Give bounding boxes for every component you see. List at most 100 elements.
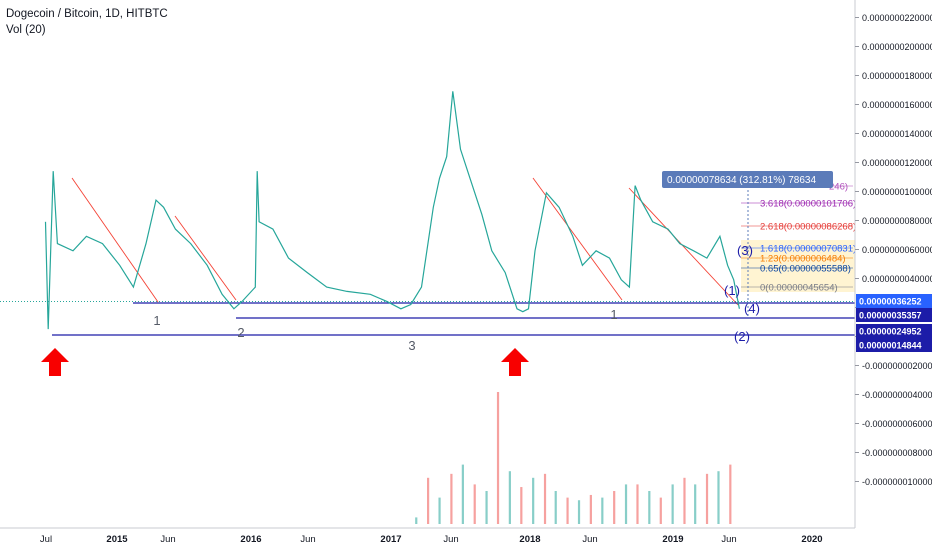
wave-label: 2	[237, 325, 244, 340]
y-tick-label: 0.0000000040000	[862, 274, 932, 284]
wave-label: 1	[610, 307, 617, 322]
trend-line	[174, 215, 237, 301]
volume-bar	[705, 473, 709, 524]
fib-zone	[741, 240, 855, 292]
fib-label: 1.23(0.0000006484)	[760, 254, 846, 265]
x-tick-label: 2016	[240, 534, 261, 545]
x-tick-label: Jun	[443, 534, 458, 545]
x-tick-label: 2018	[519, 534, 540, 545]
volume-bar	[438, 497, 441, 524]
y-tick-label: 0.0000000080000	[862, 216, 932, 226]
indicator-label: Vol (20)	[6, 24, 46, 36]
volume-bar	[589, 494, 592, 524]
trend-line	[71, 177, 159, 303]
wave-label: (4)	[744, 301, 760, 316]
price-label: 0.00000036252	[859, 297, 922, 307]
y-tick-label: -0.0000000040000	[862, 390, 932, 400]
volume-bar	[508, 471, 511, 524]
volume-bar	[450, 473, 453, 524]
chart-title: Dogecoin / Bitcoin, 1D, HITBTC	[6, 8, 168, 20]
y-tick-label: -0.0000000020000	[862, 361, 932, 371]
fib-label: 0(0.00000045654)	[760, 283, 838, 294]
volume-bars	[415, 392, 732, 524]
x-tick-label: 2017	[380, 534, 401, 545]
trend-line	[628, 187, 739, 306]
y-tick-label: -0.0000000100000	[862, 477, 932, 487]
x-tick-label: 2015	[106, 534, 128, 545]
up-arrow	[41, 348, 69, 376]
price-series-line	[44, 91, 740, 330]
y-tick-label: 0.0000000100000	[862, 187, 932, 197]
volume-bar	[566, 497, 569, 524]
price-label-box	[856, 338, 932, 352]
y-tick-label: 0.0000000220000	[862, 13, 932, 23]
price-label: 0.00000014844	[859, 341, 922, 351]
up-arrow	[501, 348, 529, 376]
wave-label: 3	[408, 338, 415, 353]
price-label: 0.00000024952	[859, 327, 922, 337]
volume-bar	[636, 484, 639, 524]
chart-legend: Dogecoin / Bitcoin, 1D, HITBTC Vol (20)	[6, 6, 168, 38]
volume-bar	[485, 491, 488, 524]
wave-label: (3)	[737, 243, 753, 258]
volume-bar	[427, 477, 430, 524]
measure-box	[662, 171, 833, 188]
wave-label: 1	[153, 313, 160, 328]
y-tick-label: 0.0000000200000	[862, 42, 932, 52]
arrow-annotations	[41, 348, 529, 376]
volume-bar	[496, 392, 500, 524]
x-tick-label: Jul	[40, 534, 52, 545]
y-tick-label: -0.0000000080000	[862, 448, 932, 458]
fib-label: 246)	[829, 182, 848, 193]
volume-bar	[520, 487, 523, 524]
price-label-box	[856, 308, 932, 322]
x-tick-label: 2019	[662, 534, 683, 545]
wave-label: (2)	[734, 329, 750, 344]
trend-line	[532, 177, 623, 301]
volume-bar	[671, 484, 674, 524]
y-tick-label: 0.0000000060000	[862, 245, 932, 255]
wave-label: (1)	[724, 283, 740, 298]
x-tick-label: Jun	[582, 534, 597, 545]
y-tick-label: 0.0000000140000	[862, 129, 932, 139]
volume-bar	[554, 491, 557, 524]
fib-label: 2.618(0.00000086268)	[760, 222, 856, 233]
fib-label: 1.618(0.00000070831)	[760, 244, 856, 255]
volume-bar	[532, 477, 535, 524]
volume-bar	[624, 484, 628, 524]
volume-bar	[461, 464, 464, 524]
y-tick-label: 0.0000000120000	[862, 158, 932, 168]
fib-label: 3.618(0.00000101706)	[760, 199, 856, 210]
fib-label: 0.65(0.00000055588)	[760, 264, 851, 275]
price-axis: 0.0000000220000 0.0000000200000 0.00000001…	[854, 0, 932, 528]
x-tick-label: 2020	[801, 534, 822, 545]
volume-bar	[729, 464, 732, 524]
volume-bar	[683, 477, 686, 524]
price-label: 0.00000035357	[859, 311, 922, 321]
y-tick-label: 0.0000000180000	[862, 71, 932, 81]
volume-bar	[659, 497, 662, 524]
y-tick-label: 0.0000000160000	[862, 100, 932, 110]
time-axis: Jul 2015 Jun 2016 Jun 2017 Jun 2018 Jun 2019 Jun 20…	[0, 527, 855, 545]
fib-extension: 246) 3.618(0.00000101706) 2.618(0.00000086…	[741, 182, 856, 294]
volume-bar	[717, 471, 720, 524]
volume-bar	[543, 473, 547, 524]
x-tick-label: Jun	[721, 534, 736, 545]
y-tick-label: -0.0000000060000	[862, 419, 932, 429]
price-label-box	[856, 294, 932, 308]
measure-text: 0.00000078634 (312.81%) 78634	[667, 175, 816, 186]
trend-lines	[0, 177, 855, 336]
wave-labels: 1 2 3 1 (1) (2) (3) (4)	[153, 243, 760, 353]
volume-bar	[577, 500, 581, 524]
x-tick-label: Jun	[300, 534, 315, 545]
volume-bar	[648, 491, 651, 524]
volume-bar	[694, 484, 697, 524]
volume-bar	[601, 497, 604, 524]
measure-tool: 0.00000078634 (312.81%) 78634	[662, 171, 833, 318]
volume-bar	[473, 484, 476, 524]
x-tick-label: Jun	[160, 534, 175, 545]
volume-bar	[613, 491, 616, 524]
price-label-box	[856, 324, 932, 338]
volume-bar	[415, 517, 418, 524]
